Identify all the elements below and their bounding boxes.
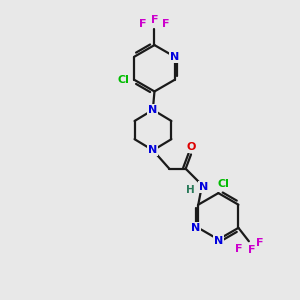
Text: N: N <box>214 236 223 246</box>
Text: H: H <box>186 185 195 195</box>
Text: N: N <box>170 52 179 62</box>
Text: N: N <box>148 105 158 115</box>
Text: F: F <box>256 238 264 248</box>
Text: N: N <box>199 182 208 192</box>
Text: F: F <box>162 19 169 29</box>
Text: Cl: Cl <box>117 75 129 85</box>
Text: N: N <box>148 145 158 155</box>
Text: F: F <box>248 245 256 255</box>
Text: F: F <box>151 15 158 25</box>
Text: Cl: Cl <box>218 178 230 189</box>
Text: F: F <box>235 244 242 254</box>
Text: N: N <box>191 223 200 233</box>
Text: O: O <box>186 142 196 152</box>
Text: F: F <box>140 19 147 29</box>
